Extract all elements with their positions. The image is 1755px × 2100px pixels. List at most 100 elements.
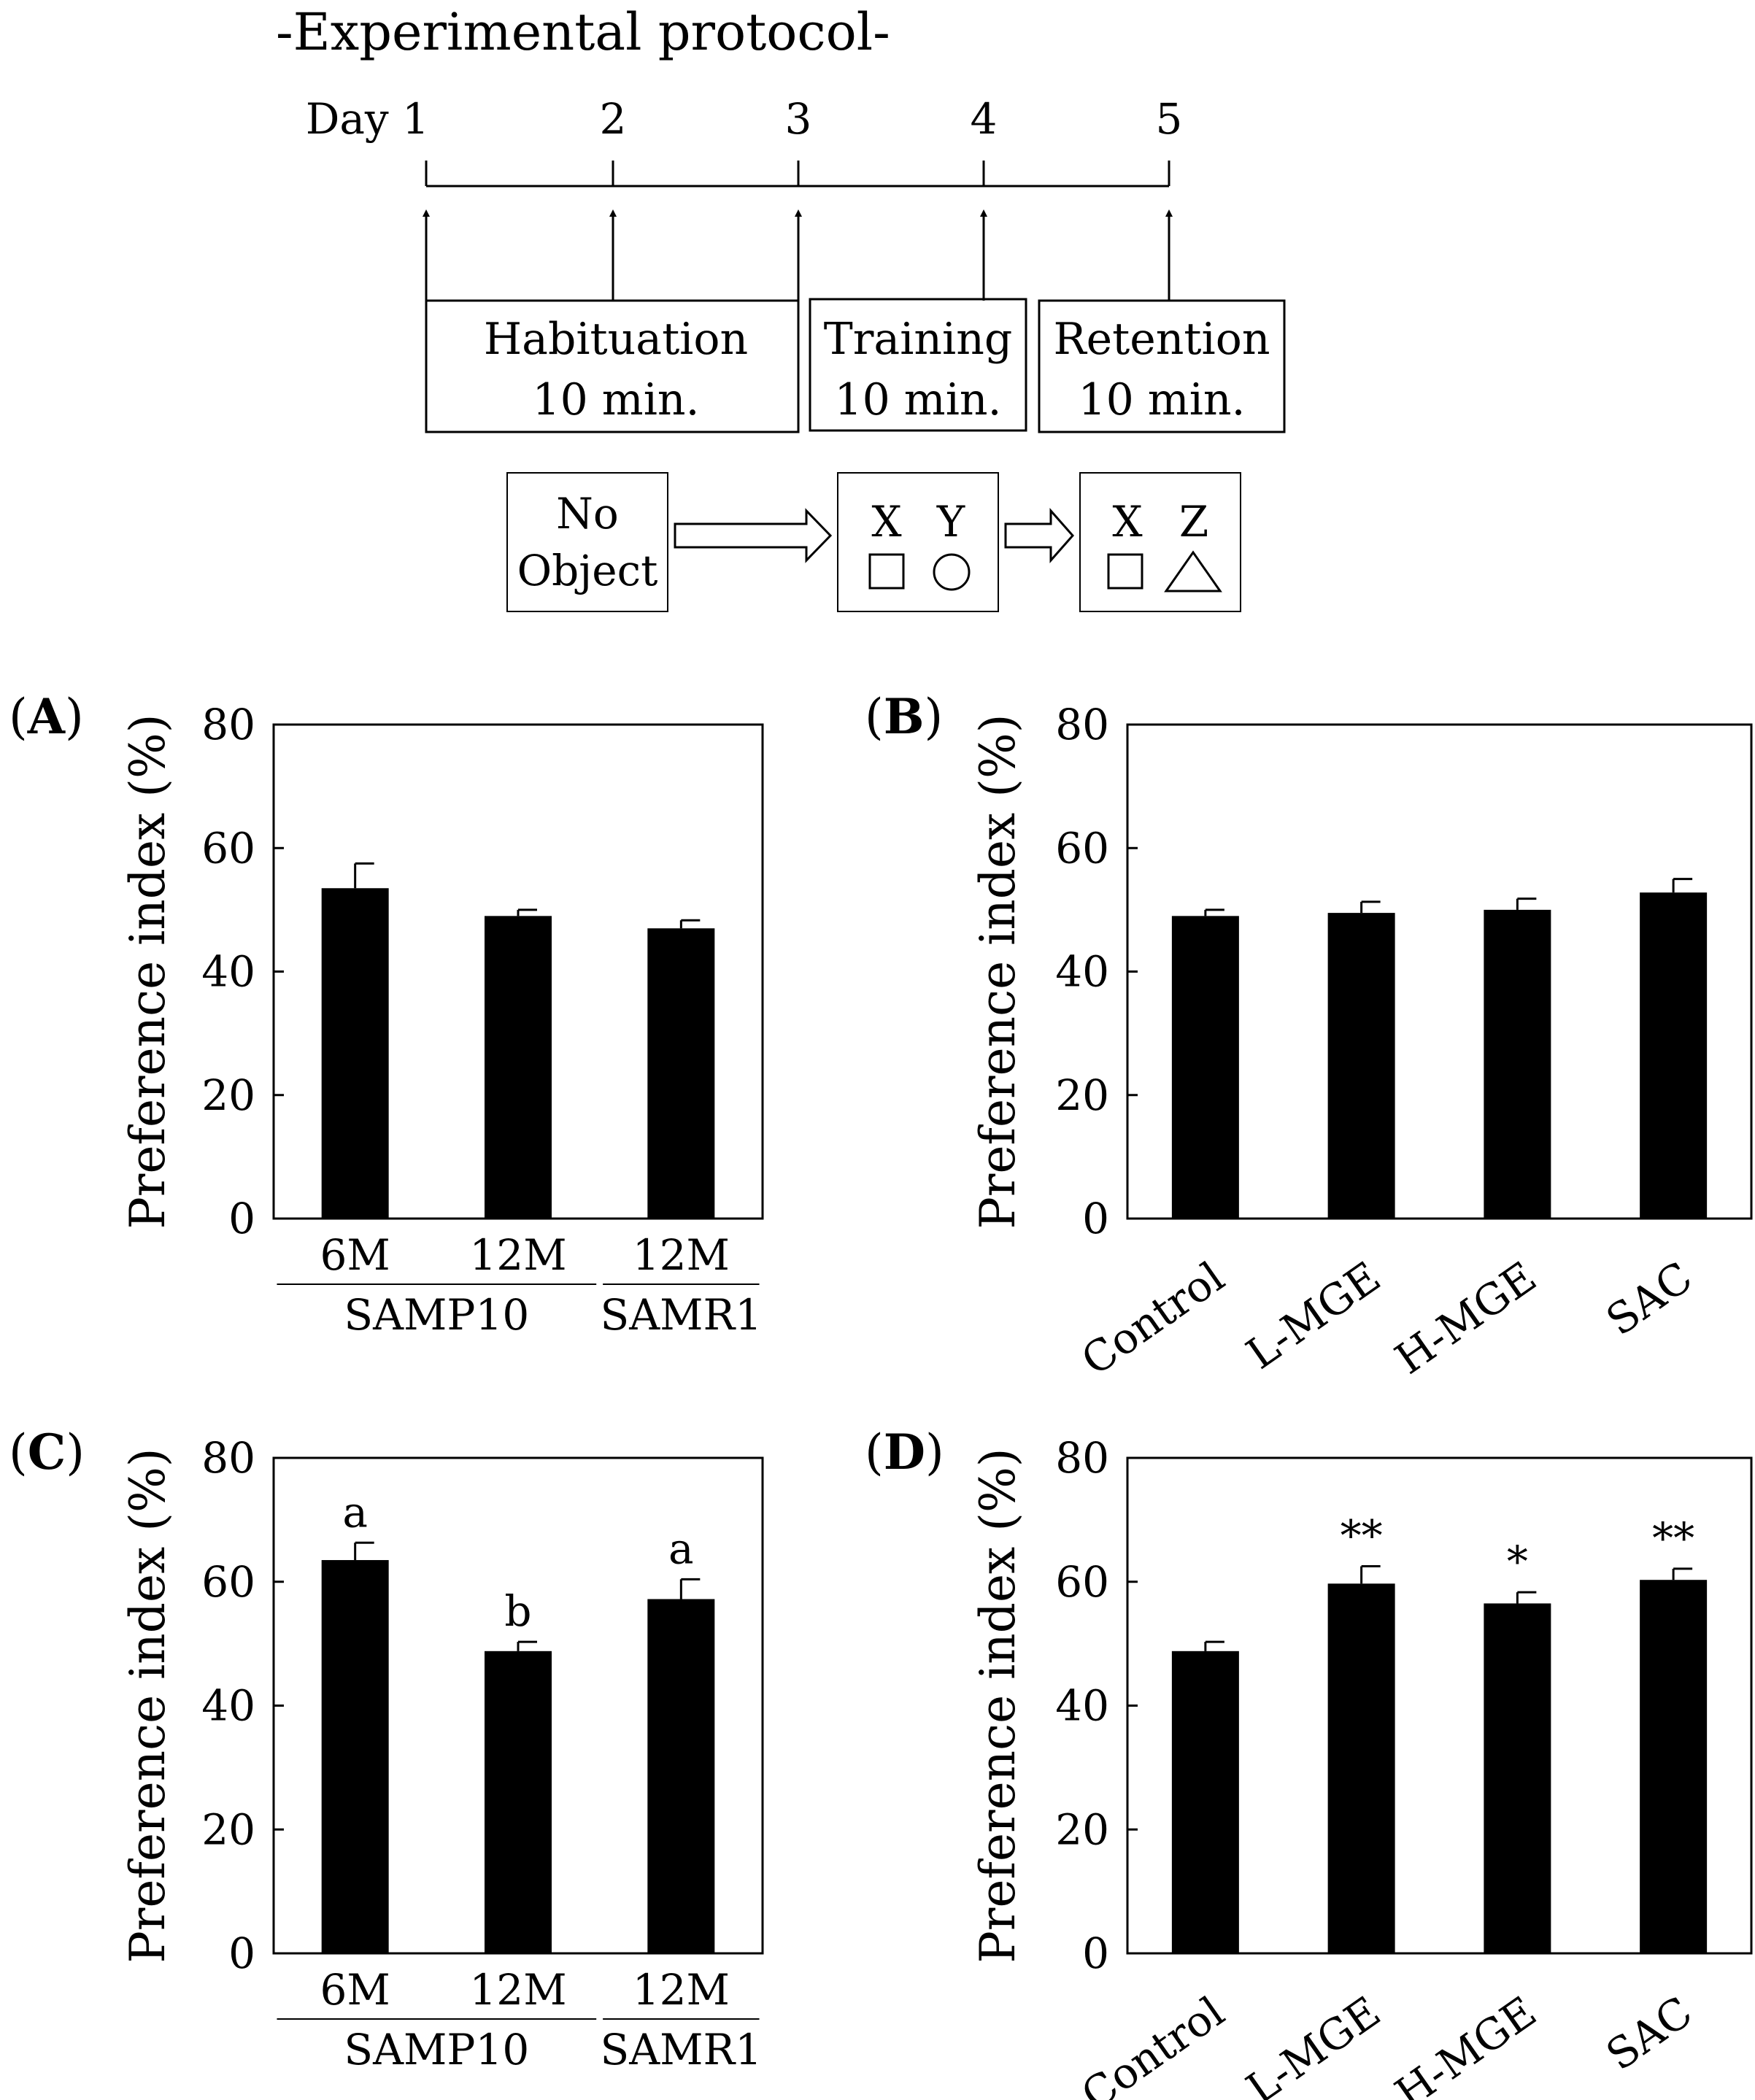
- panel-b-label: (B): [865, 688, 943, 745]
- no-object-line2: Object: [517, 546, 658, 595]
- habituation-box: [425, 299, 800, 433]
- panel-c-bar-2: [647, 1599, 715, 1953]
- panel-c-ytick-label-80: 80: [201, 1433, 255, 1483]
- panel-a-category-2: 12M: [633, 1230, 730, 1280]
- panel-c-category-1: 12M: [469, 1965, 566, 2015]
- training-box: [809, 298, 1027, 432]
- retention-box: [1038, 299, 1286, 433]
- triangle-object-icon: [1164, 550, 1222, 592]
- object-x-label-training: X: [871, 497, 902, 547]
- panel-b-ytick-label-20: 20: [1055, 1070, 1109, 1120]
- panel-d-ytick-label-0: 0: [1082, 1929, 1109, 1978]
- panel-c-category-0: 6M: [320, 1965, 390, 2015]
- panel-b-category-2: H-MGE: [1386, 1252, 1546, 1384]
- square-object-icon-retention: [1107, 553, 1143, 590]
- panel-d-bar-1: [1327, 1583, 1395, 1953]
- habituation-label: Habituation: [484, 314, 748, 365]
- panel-b-ytick-label-80: 80: [1055, 700, 1109, 749]
- panel-b-ytick-label-40: 40: [1055, 947, 1109, 997]
- panel-d-ytick-label-80: 80: [1055, 1433, 1109, 1483]
- no-object-arena: [506, 472, 668, 612]
- panel-c-bar-1: [485, 1651, 552, 1953]
- panel-c-ytick-label-60: 60: [201, 1557, 255, 1607]
- panel-c-label: (C): [9, 1424, 85, 1481]
- panel-a-ylabel: Preference index (%): [120, 714, 176, 1229]
- panel-b-category-0: Control: [1073, 1252, 1233, 1386]
- no-object-line1: No: [556, 489, 619, 538]
- panel-c-ytick-label-20: 20: [201, 1804, 255, 1854]
- day-1-label: Day 1: [306, 94, 429, 144]
- panel-c-ytick-label-0: 0: [228, 1929, 255, 1978]
- square-object-icon: [868, 553, 905, 590]
- hollow-arrow-2: [1004, 508, 1075, 563]
- panel-c-ytick-label-40: 40: [201, 1681, 255, 1731]
- panel-d-label: (D): [865, 1424, 944, 1481]
- panel-d-bar-0: [1171, 1651, 1239, 1953]
- panel-b-bar-1: [1327, 913, 1395, 1219]
- retention-duration: 10 min.: [1078, 374, 1245, 425]
- panel-d-ytick-label-40: 40: [1055, 1681, 1109, 1731]
- panel-a-category-0: 6M: [320, 1230, 390, 1280]
- panel-b-bar-2: [1484, 909, 1551, 1219]
- panel-d-category-2: H-MGE: [1386, 1987, 1546, 2100]
- panel-a-bar-1: [485, 916, 552, 1219]
- panel-d-chart: (D) 0 20 40 60 80 Preference index (%) Control *…: [865, 1424, 1753, 2100]
- panel-a-group-label-1: SAMR1: [601, 1290, 763, 1340]
- panel-b-category-1: L-MGE: [1238, 1252, 1389, 1379]
- hollow-arrow-1: [674, 508, 833, 563]
- panel-d-category-1: L-MGE: [1238, 1987, 1389, 2100]
- panel-b-ylabel: Preference index (%): [970, 714, 1026, 1229]
- day-4-label: 4: [971, 94, 998, 144]
- panel-c-bar-0: [321, 1560, 389, 1953]
- panel-b-bar-0: [1171, 916, 1239, 1219]
- panel-b-bar-3: [1640, 892, 1708, 1219]
- panel-c-annotation-1: b: [504, 1586, 531, 1636]
- panel-a-ytick-label-40: 40: [201, 947, 255, 997]
- panel-a-chart: (A) 0 20 40 60 80 Preference index (%) 6M 12M 12M…: [9, 688, 764, 1340]
- panel-b-ytick-label-0: 0: [1082, 1194, 1109, 1243]
- training-duration: 10 min.: [834, 374, 1001, 425]
- object-x-label-retention: X: [1112, 497, 1143, 547]
- panel-a-label: (A): [9, 688, 84, 745]
- panel-d-category-3: SAC: [1597, 1987, 1701, 2080]
- panel-a-group-label-0: SAMP10: [344, 1290, 529, 1340]
- panel-c-category-2: 12M: [633, 1965, 730, 2015]
- training-label: Training: [824, 314, 1013, 365]
- object-y-label: Y: [936, 497, 965, 547]
- panel-d-category-0: Control: [1073, 1987, 1233, 2100]
- panel-a-bar-0: [321, 888, 389, 1219]
- object-z-label: Z: [1179, 497, 1208, 547]
- panel-a-bar-2: [647, 928, 715, 1219]
- panel-a-ytick-label-80: 80: [201, 700, 255, 749]
- panel-d-ytick-label-60: 60: [1055, 1557, 1109, 1607]
- panel-b-chart: (B) 0 20 40 60 80 Preference index (%) Control L…: [865, 688, 1753, 1386]
- panel-a-ytick-label-0: 0: [228, 1194, 255, 1243]
- panel-d-bar-3: [1640, 1580, 1708, 1953]
- panel-a-ytick-label-60: 60: [201, 823, 255, 873]
- panel-d-annotation-2: *: [1507, 1537, 1528, 1586]
- panel-b-category-3: SAC: [1597, 1252, 1701, 1346]
- panel-d-bar-2: [1484, 1603, 1551, 1953]
- panel-c-group-label-1: SAMR1: [601, 2025, 763, 2074]
- panel-b-ytick-label-60: 60: [1055, 823, 1109, 873]
- panel-d-annotation-3: **: [1652, 1513, 1694, 1563]
- day-5-label: 5: [1156, 94, 1183, 144]
- panel-c-chart: (C) 0 20 40 60 80 Preference index (%) a 6M b 12M a…: [9, 1424, 764, 2074]
- panel-a-category-1: 12M: [469, 1230, 566, 1280]
- circle-object-icon: [933, 553, 971, 591]
- panel-c-annotation-2: a: [668, 1524, 694, 1573]
- panel-a-ytick-label-20: 20: [201, 1070, 255, 1120]
- protocol-title: -Experimental protocol-: [276, 2, 890, 62]
- panel-c-annotation-0: a: [342, 1487, 368, 1537]
- day-2-label: 2: [600, 94, 627, 144]
- habituation-duration: 10 min.: [532, 374, 699, 425]
- day-3-label: 3: [785, 94, 812, 144]
- panel-c-group-label-0: SAMP10: [344, 2025, 529, 2074]
- panel-d-ytick-label-20: 20: [1055, 1804, 1109, 1854]
- retention-arena: [1079, 472, 1241, 612]
- panel-c-ylabel: Preference index (%): [120, 1448, 176, 1964]
- protocol-diagram: -Experimental protocol- Day 1 2 3 4 5 Ha…: [276, 2, 1286, 612]
- retention-label: Retention: [1053, 314, 1270, 365]
- training-arena: [837, 472, 999, 612]
